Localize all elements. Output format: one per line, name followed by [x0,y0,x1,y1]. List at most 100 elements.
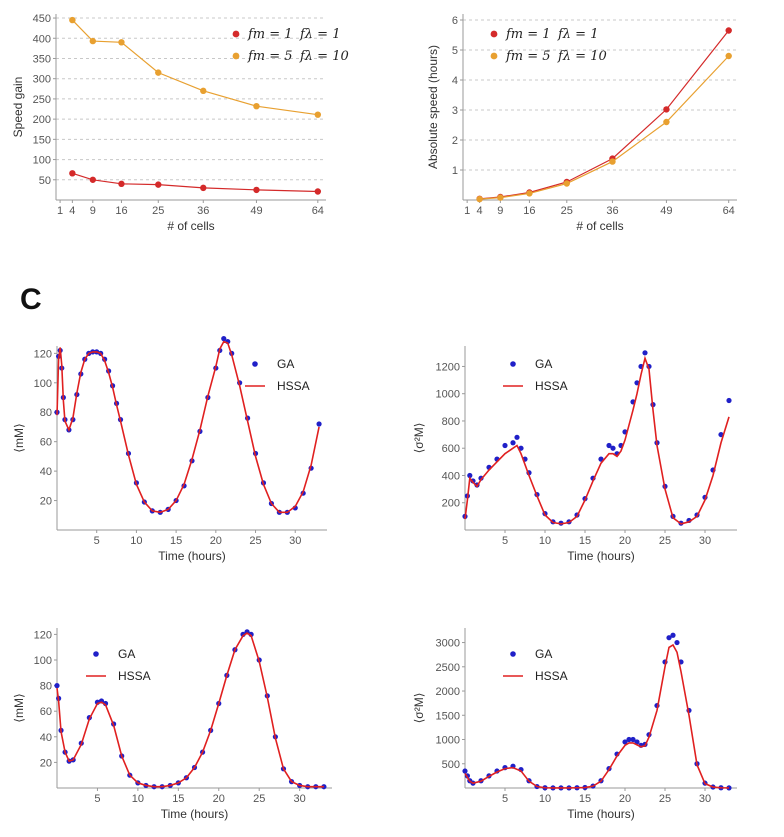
y-tick-label: 50 [39,175,51,187]
y-tick-label: 1200 [436,361,460,373]
y-tick-label: 350 [33,53,51,65]
y-tick-label: 100 [34,655,52,667]
data-point-ga [510,440,516,446]
legend-label: fλ = 1 [557,27,598,42]
y-tick-label: 1500 [436,710,460,722]
legend-marker [232,52,240,60]
y-tick-label: 400 [33,33,51,45]
legend-marker [510,361,516,367]
x-tick-label: 49 [660,205,672,217]
x-tick-label: 16 [115,205,127,217]
y-tick-label: 5 [452,45,458,57]
x-tick-label: 16 [523,205,535,217]
y-axis-label: ⟨mM⟩ [12,693,26,722]
x-axis-label: # of cells [576,219,623,233]
y-tick-label: 1 [452,165,458,177]
data-point [725,27,732,34]
y-tick-label: 100 [33,155,51,167]
x-tick-label: 25 [659,793,671,805]
x-tick-label: 10 [539,793,551,805]
data-point [155,69,162,76]
legend-label: fm = 5 [505,49,551,64]
legend-label: fm = 1 [247,27,293,42]
chart-mean-m-1: 5 10 15 20 25 30 20 40 60 80 100 120 Time (hours) ⟨mM… [12,336,327,563]
data-point-ga [462,768,468,774]
data-point [200,87,207,95]
data-point [609,158,616,165]
data-point [118,39,125,46]
chart-variance-1: 5 10 15 20 25 30 200 400 600 800 1000 1200 Time (hou… [412,346,737,563]
legend-label: GA [535,357,552,371]
chart-mean-m-2: 5 10 15 20 25 30 20 40 60 80 100 120 Time (hours) ⟨mM… [12,628,332,821]
y-tick-label: 120 [34,348,52,360]
legend-label: GA [118,647,135,661]
x-tick-label: 20 [210,535,222,547]
legend-label: fλ = 1 [299,27,340,42]
x-tick-label: 36 [197,205,209,217]
legend-marker [252,361,258,367]
data-point-ga [726,785,732,791]
series-line-hssa [56,632,324,788]
data-point [314,188,322,195]
data-point [118,180,125,188]
x-tick-label: 64 [723,205,735,217]
x-tick-label: 10 [539,535,551,547]
y-tick-label: 2000 [436,686,460,698]
x-tick-label: 30 [699,793,711,805]
data-point-ga [467,472,473,479]
data-point-ga [642,350,648,356]
data-point [253,102,260,110]
series-line-hssa [464,643,730,789]
y-axis-label: Speed gain [11,77,25,138]
data-point-ga [674,639,680,646]
x-tick-label: 5 [502,535,508,547]
data-point-ga [54,683,60,689]
y-tick-label: 2500 [436,662,460,674]
y-tick-label: 20 [40,496,52,508]
x-axis-label: Time (hours) [567,549,635,563]
data-point-ga [626,736,632,743]
y-tick-label: 250 [33,94,51,106]
data-point-ga [726,397,732,404]
x-tick-label: 5 [94,793,100,805]
x-tick-label: 20 [619,535,631,547]
data-point-ga [622,739,628,745]
legend-marker [490,30,498,38]
y-tick-label: 100 [34,378,52,390]
y-tick-label: 500 [442,759,460,771]
data-point-ga [670,632,676,638]
y-tick-label: 1000 [436,389,460,401]
data-point-ga [606,442,612,449]
y-tick-label: 60 [40,706,52,718]
x-tick-label: 20 [619,793,631,805]
data-point-ga [630,736,636,743]
series-line-0 [72,172,318,193]
data-point-ga [316,421,322,427]
x-tick-label: 4 [69,205,75,217]
y-tick-label: 20 [40,757,52,769]
y-tick-label: 4 [452,75,458,87]
data-point [69,170,76,177]
data-point-ga [514,434,520,440]
data-point [155,181,162,188]
x-tick-label: 15 [170,535,182,547]
y-tick-label: 3000 [436,638,460,650]
x-tick-label: 10 [130,535,142,547]
x-tick-label: 64 [312,205,324,217]
data-point [253,186,260,194]
y-tick-label: 80 [40,407,52,419]
legend-marker [510,651,516,657]
x-tick-label: 36 [606,205,618,217]
chart-variance-2: 5 10 15 20 25 30 500 1000 1500 2000 2500 3000 Time (… [412,628,737,821]
y-tick-label: 200 [33,114,51,126]
legend-label: fλ = 10 [557,49,607,64]
data-point-ga [221,336,227,342]
x-tick-label: 15 [579,793,591,805]
y-tick-label: 6 [452,15,458,27]
panel-label-c: C [20,283,42,316]
x-tick-label: 25 [152,205,164,217]
data-point [314,111,322,118]
legend-label: HSSA [535,669,568,683]
x-tick-label: 9 [90,205,96,217]
